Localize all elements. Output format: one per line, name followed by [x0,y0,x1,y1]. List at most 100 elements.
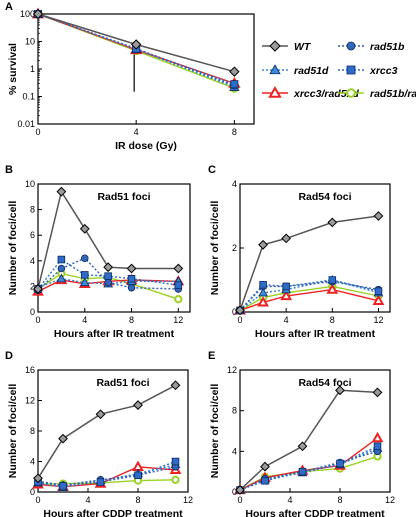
data-point-WT [258,239,268,250]
legend: WT rad51b rad51d xrcc3 xrcc3/rad51d rad51b/ra… [262,40,416,100]
data-point-rad51b-rad51d [171,475,180,484]
y-axis-label: Number of foci/cell [209,384,221,479]
data-point-rad51d [56,273,67,283]
panel-letter: B [5,164,13,176]
y-tick-label: 0 [30,487,35,497]
y-tick-label: 12 [25,396,35,406]
data-point-xrcc3-rad51d [371,431,384,443]
legend-entry-WT: WT [262,40,312,53]
data-point-xrcc3 [171,457,180,466]
x-tick-label: 12 [173,315,183,325]
y-tick-label: 4 [232,179,237,189]
panel-letter: C [208,164,216,176]
x-tick-label: 0 [35,127,40,137]
data-point-xrcc3 [134,471,142,479]
legend-label: xrcc3 [369,65,398,77]
legend-entry-xrcc3: xrcc3 [338,65,398,77]
data-point-xrcc3 [174,281,183,289]
data-point-WT [281,233,292,244]
panel-title: Rad51 foci [97,191,150,203]
x-tick-label: 8 [129,315,134,325]
data-point-xrcc3-rad51d [257,296,270,307]
data-point-WT [95,409,106,420]
y-tick-label: 0 [30,307,35,317]
y-tick-label: 0 [232,307,237,317]
data-point-WT [229,66,240,77]
series-line-xrcc3 [37,460,176,487]
series-line-rad51d [37,277,179,289]
y-tick-label: 4 [30,256,35,266]
y-tick-label: 10 [25,37,35,47]
legend-label: xrcc3/rad51d [293,88,359,100]
data-point-xrcc3 [298,467,307,476]
data-point-WT [173,263,184,274]
series-line-rad51b-rad51d [37,272,179,300]
panel-title: Rad54 foci [298,191,351,203]
data-point-rad51b [104,278,112,287]
legend-entry-rad51b: rad51b [338,41,405,53]
data-point-xrcc3-rad51d [326,283,339,294]
y-tick-label: 0 [232,487,237,497]
panel-title: Rad54 foci [298,377,351,389]
data-point-WT [133,400,143,410]
legend-entry-rad51b-rad51d: rad51b/rad51d [338,88,416,100]
plot-frame [37,183,191,313]
y-tick-label: 16 [25,365,35,375]
data-point-xrcc3 [261,477,269,485]
legend-label: WT [294,41,312,53]
data-point-xrcc3 [328,276,337,284]
x-tick-label: 8 [330,315,335,325]
legend-marker [268,85,282,98]
y-axis-label: Number of foci/cell [7,201,19,296]
legend-label: rad51b [370,41,405,53]
series-line-rad51b [37,466,176,486]
series-line-WT [37,189,179,290]
data-point-WT [33,284,43,294]
x-tick-label: 4 [287,495,292,505]
x-tick-label: 0 [237,495,242,505]
y-tick-label: 8 [30,426,35,436]
y-tick-label: 0.1 [22,92,35,102]
y-tick-label: 4 [30,457,35,467]
y-tick-label: 1 [30,64,35,74]
x-tick-label: 4 [85,495,90,505]
y-tick-label: 2 [232,243,237,253]
y-tick-label: 6 [30,230,35,240]
chart-panel-B: B Rad51 foci 0 2 4 6 8 10 0 4 8 12 Hours after IR tr… [5,164,191,340]
panel-letter: A [5,1,13,13]
x-tick-label: 0 [35,495,40,505]
legend-marker [269,40,281,52]
data-point-xrcc3 [59,482,67,490]
data-point-WT [372,387,383,398]
legend-marker [269,64,281,75]
data-point-xrcc3-rad51d [280,289,293,301]
y-tick-label: 100 [20,9,35,19]
data-point-WT [297,441,308,452]
y-tick-label: 12 [227,365,237,375]
x-tick-label: 12 [183,495,193,505]
data-point-WT [32,8,44,20]
x-tick-label: 8 [135,495,140,505]
series-line-xrcc3 [37,258,179,290]
data-point-WT [79,223,90,234]
x-tick-label: 0 [237,315,242,325]
x-axis-label: Hours after IR treatment [54,328,175,340]
legend-entry-rad51d: rad51d [262,64,329,77]
data-point-WT [58,433,68,444]
y-tick-label: 8 [30,205,35,215]
data-point-rad51b-rad51d [174,295,183,304]
y-tick-label: 8 [232,406,237,416]
data-point-WT [260,461,270,472]
y-tick-label: 2 [30,281,35,291]
plot-frame [239,369,391,493]
x-tick-label: 0 [35,315,40,325]
legend-entry-xrcc3-rad51d: xrcc3/rad51d [262,85,359,100]
x-tick-label: 4 [134,127,139,137]
legend-label: rad51d [294,65,329,77]
data-point-rad51b [57,264,66,273]
x-tick-label: 12 [385,495,395,505]
data-point-WT [33,473,43,484]
x-tick-label: 4 [284,315,289,325]
